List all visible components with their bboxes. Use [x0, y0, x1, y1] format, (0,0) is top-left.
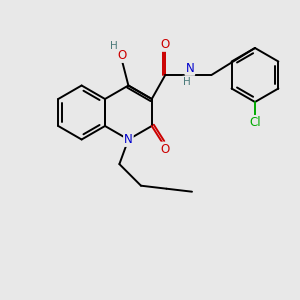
Text: N: N [185, 62, 194, 75]
Text: N: N [124, 133, 133, 146]
Text: O: O [160, 142, 169, 156]
Text: O: O [160, 38, 170, 51]
Text: H: H [110, 40, 117, 51]
Text: O: O [118, 49, 127, 62]
Text: H: H [183, 76, 191, 87]
Text: Cl: Cl [249, 116, 261, 129]
